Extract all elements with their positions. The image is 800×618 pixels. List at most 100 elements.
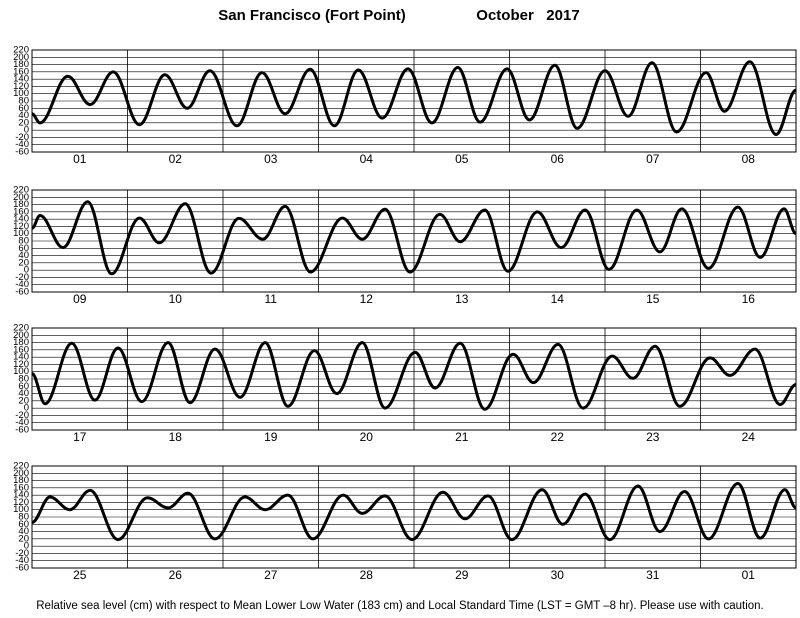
y-tick-label: -20	[15, 548, 29, 559]
day-label: 26	[169, 568, 183, 582]
day-label: 14	[551, 292, 565, 306]
day-label: 19	[264, 430, 278, 444]
footnote: Relative sea level (cm) with respect to …	[36, 600, 763, 612]
day-label: 11	[265, 292, 278, 306]
day-label: 04	[360, 152, 374, 166]
y-tick-label: 100	[13, 88, 29, 99]
y-tick-label: 100	[13, 366, 29, 377]
y-tick-label: 120	[13, 497, 29, 508]
y-tick-label: 180	[13, 59, 29, 70]
tide-line	[31, 482, 797, 542]
day-label: 28	[360, 568, 374, 582]
plot-frame	[31, 49, 797, 153]
y-tick-label: 200	[13, 192, 29, 203]
y-tick-label: 160	[13, 482, 29, 493]
y-tick-label: 0	[24, 125, 29, 136]
plot-frame	[31, 327, 797, 431]
y-tick-label: 200	[13, 468, 29, 479]
y-tick-label: -60	[15, 147, 29, 158]
y-tick-label: 160	[13, 344, 29, 355]
y-tick-label: 20	[18, 257, 29, 268]
day-label: 16	[742, 292, 756, 306]
y-tick-label: 40	[18, 110, 29, 121]
day-label: 27	[264, 568, 278, 582]
y-tick-label: 0	[24, 265, 29, 276]
y-tick-label: -20	[15, 272, 29, 283]
y-tick-label: 180	[13, 475, 29, 486]
chart-title: San Francisco (Fort Point)	[218, 7, 406, 24]
y-tick-label: -40	[15, 555, 29, 566]
y-tick-label: 60	[18, 103, 29, 114]
day-label: 29	[455, 568, 469, 582]
day-label: 09	[73, 292, 87, 306]
y-tick-label: 60	[18, 243, 29, 254]
day-label: 02	[169, 152, 183, 166]
day-label: 18	[169, 430, 183, 444]
day-label: 17	[73, 430, 87, 444]
y-tick-label: -40	[15, 139, 29, 150]
y-tick-label: 160	[13, 66, 29, 77]
day-label: 05	[455, 152, 469, 166]
day-label: 10	[169, 292, 183, 306]
y-tick-label: 80	[18, 374, 29, 385]
y-tick-label: 40	[18, 388, 29, 399]
y-tick-label: 180	[13, 199, 29, 210]
y-tick-label: 220	[13, 323, 29, 334]
y-tick-label: 220	[13, 45, 29, 56]
y-tick-label: 60	[18, 381, 29, 392]
y-tick-label: -40	[15, 279, 29, 290]
y-tick-label: 120	[13, 221, 29, 232]
y-tick-label: 20	[18, 533, 29, 544]
y-tick-label: 0	[24, 541, 29, 552]
y-tick-label: 120	[13, 81, 29, 92]
y-tick-label: -60	[15, 563, 29, 574]
day-label: 30	[551, 568, 565, 582]
day-label: 03	[264, 152, 278, 166]
day-label: 23	[646, 430, 660, 444]
day-label: 01	[742, 568, 756, 582]
plot-frame	[31, 465, 797, 569]
day-label: 24	[742, 430, 756, 444]
y-tick-label: 160	[13, 206, 29, 217]
tide-line	[31, 200, 797, 276]
y-tick-label: 100	[13, 504, 29, 515]
y-tick-label: 140	[13, 214, 29, 225]
y-tick-label: 220	[13, 185, 29, 196]
y-tick-label: -20	[15, 132, 29, 143]
y-tick-label: 20	[18, 395, 29, 406]
day-label: 06	[551, 152, 565, 166]
y-tick-label: 40	[18, 526, 29, 537]
y-tick-label: 200	[13, 52, 29, 63]
day-label: 08	[742, 152, 756, 166]
day-label: 20	[360, 430, 374, 444]
y-tick-label: 20	[18, 117, 29, 128]
y-tick-label: 140	[13, 490, 29, 501]
day-label: 12	[360, 292, 374, 306]
y-tick-label: -20	[15, 410, 29, 421]
day-label: 31	[646, 568, 660, 582]
day-label: 07	[646, 152, 660, 166]
day-label: 01	[73, 152, 87, 166]
day-label: 25	[73, 568, 87, 582]
y-tick-label: 100	[13, 228, 29, 239]
y-tick-label: 80	[18, 96, 29, 107]
y-tick-label: 60	[18, 519, 29, 530]
y-tick-label: -60	[15, 287, 29, 298]
day-label: 22	[551, 430, 565, 444]
y-tick-label: 80	[18, 236, 29, 247]
tide-line	[31, 60, 797, 136]
y-tick-label: 200	[13, 330, 29, 341]
y-tick-label: 140	[13, 74, 29, 85]
day-label: 13	[455, 292, 469, 306]
y-tick-label: -40	[15, 417, 29, 428]
y-tick-label: -60	[15, 425, 29, 436]
plot-frame	[31, 189, 797, 293]
day-label: 21	[455, 430, 469, 444]
y-tick-label: 80	[18, 512, 29, 523]
y-tick-label: 220	[13, 461, 29, 472]
day-label: 15	[646, 292, 660, 306]
y-tick-label: 120	[13, 359, 29, 370]
y-tick-label: 140	[13, 352, 29, 363]
tide-line	[31, 341, 797, 411]
